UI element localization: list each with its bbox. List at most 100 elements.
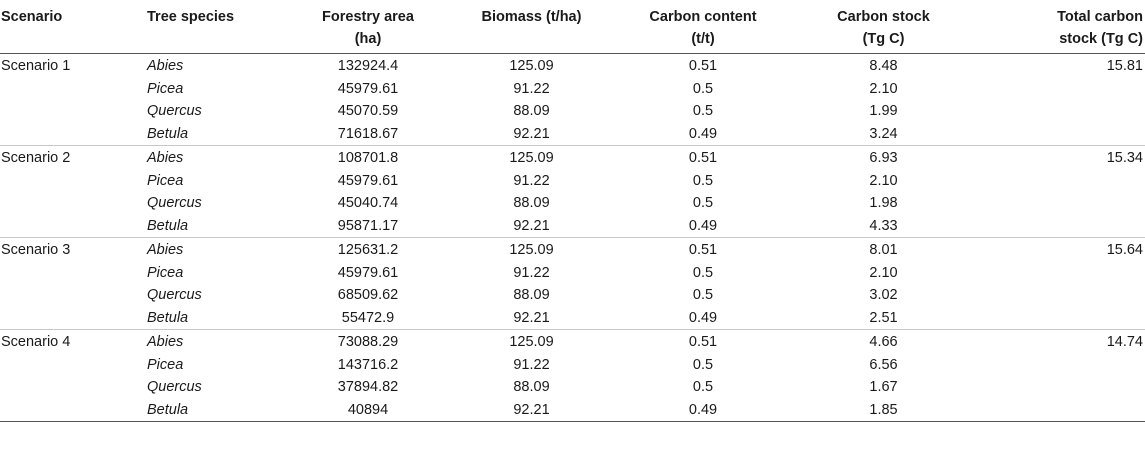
table-row: Quercus 45070.59 88.09 0.5 1.99 bbox=[0, 101, 1145, 123]
empty-cell bbox=[0, 101, 147, 123]
carbon-content-cell: 0.5 bbox=[692, 173, 714, 189]
total-carbon-stock-cell: 15.34 bbox=[1106, 150, 1143, 166]
table-row: Betula 40894 92.21 0.49 1.85 bbox=[0, 398, 1145, 422]
carbon-stock-cell: 2.10 bbox=[869, 173, 898, 189]
scenario-cell: Scenario 2 bbox=[1, 150, 71, 166]
empty-cell bbox=[983, 214, 1145, 238]
table-row: Picea 143716.2 91.22 0.5 6.56 bbox=[0, 355, 1145, 377]
carbon-content-cell: 0.5 bbox=[692, 102, 714, 119]
biomass-cell: 88.09 bbox=[513, 378, 550, 395]
area-cell: 68509.62 bbox=[337, 286, 399, 303]
carbon-content-cell: 0.5 bbox=[692, 378, 714, 395]
header-total-carbon-stock-line-2: stock (Tg C) bbox=[1059, 31, 1143, 47]
biomass-cell: 88.09 bbox=[513, 102, 550, 119]
species-cell: Betula bbox=[147, 214, 295, 238]
table-row: Scenario 2 Abies 108701.8 125.09 0.51 6.… bbox=[0, 146, 1145, 172]
header-forestry-area-line-2: (ha) bbox=[354, 31, 382, 47]
carbon-stock-cell: 2.10 bbox=[869, 265, 898, 281]
empty-cell bbox=[0, 122, 147, 146]
species-cell: Abies bbox=[147, 334, 184, 350]
species-cell: Quercus bbox=[147, 286, 202, 303]
carbon-content-cell: 0.5 bbox=[692, 81, 714, 97]
biomass-cell: 125.09 bbox=[509, 334, 554, 350]
header-carbon-stock: Carbon stock (Tg C) bbox=[784, 0, 983, 54]
carbon-content-cell: 0.51 bbox=[688, 58, 718, 74]
carbon-stock-cell: 6.93 bbox=[869, 150, 898, 166]
header-row: Scenario Tree species Forestry area (ha)… bbox=[0, 0, 1145, 54]
carbon-content-cell: 0.51 bbox=[688, 150, 718, 166]
biomass-cell: 91.22 bbox=[513, 81, 550, 97]
scenario-cell: Scenario 4 bbox=[1, 334, 71, 350]
area-cell: 73088.29 bbox=[337, 334, 399, 350]
table-row: Betula 95871.17 92.21 0.49 4.33 bbox=[0, 214, 1145, 238]
empty-cell bbox=[0, 263, 147, 285]
table-row: Picea 45979.61 91.22 0.5 2.10 bbox=[0, 79, 1145, 101]
species-cell: Abies bbox=[147, 58, 184, 74]
area-cell: 55472.9 bbox=[295, 306, 441, 330]
empty-cell bbox=[983, 377, 1145, 399]
carbon-content-cell: 0.51 bbox=[688, 242, 718, 258]
carbon-content-cell: 0.5 bbox=[692, 265, 714, 281]
empty-cell bbox=[983, 122, 1145, 146]
biomass-cell: 92.21 bbox=[441, 306, 622, 330]
table-row: Betula 55472.9 92.21 0.49 2.51 bbox=[0, 306, 1145, 330]
carbon-stock-cell: 4.33 bbox=[784, 214, 983, 238]
species-cell: Quercus bbox=[147, 194, 202, 211]
header-forestry-area-line-1: Forestry area bbox=[322, 9, 414, 25]
species-cell: Picea bbox=[147, 265, 184, 281]
empty-cell bbox=[983, 285, 1145, 307]
table-row: Picea 45979.61 91.22 0.5 2.10 bbox=[0, 263, 1145, 285]
area-cell: 95871.17 bbox=[295, 214, 441, 238]
area-cell: 37894.82 bbox=[337, 378, 399, 395]
header-tree-species-line-1: Tree species bbox=[147, 9, 235, 25]
biomass-cell: 125.09 bbox=[509, 242, 554, 258]
species-cell: Betula bbox=[147, 306, 295, 330]
area-cell: 45070.59 bbox=[337, 102, 399, 119]
empty-cell bbox=[0, 193, 147, 215]
table-row: Quercus 37894.82 88.09 0.5 1.67 bbox=[0, 377, 1145, 399]
biomass-cell: 91.22 bbox=[513, 265, 550, 281]
table-row: Scenario 4 Abies 73088.29 125.09 0.51 4.… bbox=[0, 330, 1145, 356]
header-carbon-content-line-2: (t/t) bbox=[691, 31, 715, 47]
empty-cell bbox=[983, 193, 1145, 215]
empty-cell bbox=[983, 306, 1145, 330]
area-cell: 45040.74 bbox=[337, 194, 399, 211]
carbon-content-cell: 0.5 bbox=[692, 194, 714, 211]
carbon-stock-cell: 1.67 bbox=[869, 378, 898, 395]
species-cell: Betula bbox=[147, 122, 295, 146]
total-carbon-stock-cell: 15.81 bbox=[1106, 58, 1143, 74]
carbon-content-cell: 0.49 bbox=[622, 214, 784, 238]
empty-cell bbox=[0, 355, 147, 377]
area-cell: 132924.4 bbox=[337, 58, 399, 74]
empty-cell bbox=[0, 285, 147, 307]
species-cell: Abies bbox=[147, 150, 184, 166]
biomass-cell: 91.22 bbox=[513, 357, 550, 373]
table-body: Scenario 1 Abies 132924.4 125.09 0.51 8.… bbox=[0, 54, 1145, 422]
table-row: Quercus 45040.74 88.09 0.5 1.98 bbox=[0, 193, 1145, 215]
biomass-cell: 125.09 bbox=[509, 58, 554, 74]
area-cell: 143716.2 bbox=[337, 357, 399, 373]
header-scenario: Scenario bbox=[0, 0, 147, 54]
table-row: Scenario 1 Abies 132924.4 125.09 0.51 8.… bbox=[0, 54, 1145, 80]
carbon-content-cell: 0.5 bbox=[692, 286, 714, 303]
carbon-stock-cell: 1.99 bbox=[869, 102, 898, 119]
carbon-stock-cell: 4.66 bbox=[869, 334, 898, 350]
table-row: Scenario 3 Abies 125631.2 125.09 0.51 8.… bbox=[0, 238, 1145, 264]
species-cell: Quercus bbox=[147, 378, 202, 395]
empty-cell bbox=[983, 263, 1145, 285]
header-biomass: Biomass (t/ha) bbox=[441, 0, 622, 54]
total-carbon-stock-cell: 14.74 bbox=[1106, 334, 1143, 350]
scenario-cell: Scenario 1 bbox=[1, 58, 71, 74]
header-scenario-line-1: Scenario bbox=[1, 9, 63, 25]
header-tree-species: Tree species bbox=[147, 0, 295, 54]
area-cell: 108701.8 bbox=[337, 150, 399, 166]
carbon-stock-cell: 1.98 bbox=[869, 194, 898, 211]
carbon-content-cell: 0.5 bbox=[692, 357, 714, 373]
carbon-content-cell: 0.49 bbox=[622, 122, 784, 146]
total-carbon-stock-cell: 15.64 bbox=[1106, 242, 1143, 258]
carbon-stock-cell: 2.51 bbox=[784, 306, 983, 330]
area-cell: 71618.67 bbox=[295, 122, 441, 146]
table-row: Quercus 68509.62 88.09 0.5 3.02 bbox=[0, 285, 1145, 307]
empty-cell bbox=[983, 171, 1145, 193]
empty-cell bbox=[983, 398, 1145, 422]
